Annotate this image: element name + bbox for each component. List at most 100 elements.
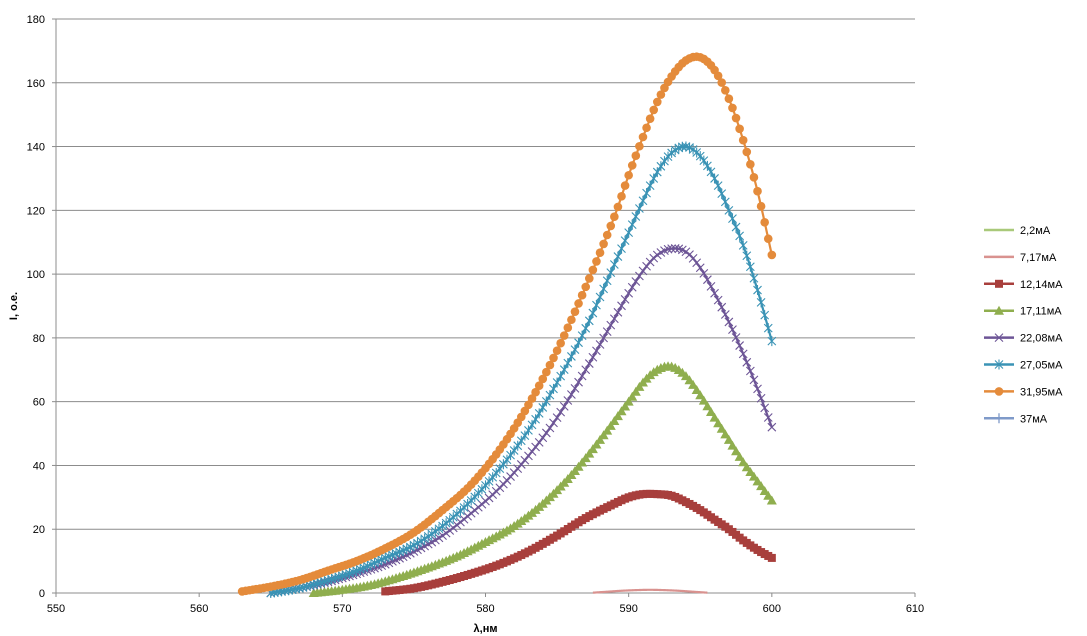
- data-point: [366, 559, 376, 570]
- legend-label: 37мА: [1020, 413, 1048, 425]
- data-point: [567, 315, 576, 325]
- data-point: [763, 323, 773, 334]
- legend-item: 31,95мА: [984, 386, 1063, 398]
- data-point: [720, 429, 731, 439]
- legend-item: 2,2мА: [984, 225, 1051, 237]
- data-point: [742, 357, 752, 367]
- data-point: [713, 418, 724, 428]
- data-point: [624, 170, 633, 180]
- legend-label: 27,05мА: [1020, 360, 1063, 372]
- data-point: [602, 230, 612, 240]
- data-point: [524, 451, 533, 461]
- data-point: [699, 268, 709, 278]
- data-point: [716, 423, 727, 433]
- data-point: [724, 94, 734, 104]
- data-point: [556, 338, 565, 348]
- data-point: [620, 235, 630, 246]
- legend-label: 31,95мА: [1020, 386, 1063, 398]
- data-point: [753, 186, 762, 196]
- data-point: [656, 90, 666, 99]
- data-point: [635, 271, 644, 281]
- data-point: [731, 446, 742, 456]
- data-point: [688, 379, 699, 389]
- data-point: [362, 561, 372, 572]
- data-point: [534, 381, 544, 390]
- data-point: [717, 188, 727, 199]
- data-point: [587, 444, 598, 454]
- data-point: [749, 273, 759, 284]
- data-point: [513, 440, 523, 451]
- data-point: [620, 401, 631, 411]
- data-point: [502, 454, 512, 465]
- data-point: [445, 526, 455, 535]
- data-point: [713, 180, 723, 191]
- data-point: [702, 401, 713, 411]
- data-point: [749, 375, 759, 385]
- data-point: [549, 353, 558, 363]
- data-point: [534, 438, 544, 447]
- y-tick-label: 20: [33, 524, 45, 536]
- data-point: [592, 300, 601, 311]
- data-point: [595, 248, 605, 258]
- data-point: [709, 412, 720, 422]
- data-point: [563, 323, 573, 333]
- data-point: [627, 282, 637, 292]
- data-point: [552, 346, 562, 355]
- data-point: [630, 386, 641, 396]
- data-point: [599, 333, 609, 343]
- data-point: [699, 155, 709, 166]
- data-point: [653, 97, 662, 107]
- y-tick-label: 120: [27, 205, 45, 217]
- series-7: [237, 52, 777, 596]
- data-point: [767, 553, 776, 562]
- data-point: [767, 422, 777, 432]
- series-4: [308, 361, 777, 597]
- data-point: [728, 213, 737, 224]
- data-point: [756, 201, 766, 211]
- data-point: [638, 266, 648, 276]
- data-point: [520, 430, 530, 441]
- data-point: [595, 434, 606, 444]
- y-tick-label: 0: [39, 588, 45, 600]
- x-axis-title: λ,нм: [474, 623, 498, 635]
- data-point: [721, 85, 730, 95]
- data-point: [631, 151, 641, 161]
- data-point: [577, 290, 587, 300]
- data-point: [509, 445, 519, 456]
- data-point: [756, 393, 766, 403]
- data-point: [663, 244, 673, 254]
- data-point: [728, 103, 737, 113]
- data-point: [599, 239, 608, 249]
- data-point: [531, 442, 540, 452]
- data-point: [660, 156, 669, 167]
- data-point: [595, 340, 605, 349]
- data-point: [631, 277, 641, 286]
- data-point: [570, 383, 580, 393]
- data-point: [756, 297, 766, 308]
- legend-item: 7,17мА: [984, 252, 1057, 264]
- data-point: [545, 360, 555, 370]
- data-point: [727, 440, 738, 450]
- data-point: [742, 147, 752, 157]
- data-point: [516, 435, 526, 446]
- data-point: [612, 411, 623, 421]
- data-point: [617, 243, 626, 254]
- data-point: [695, 151, 705, 162]
- data-point: [738, 457, 749, 467]
- data-point: [610, 212, 619, 222]
- data-point: [731, 222, 741, 233]
- data-point: [613, 307, 623, 317]
- data-point: [556, 407, 566, 417]
- y-tick-label: 80: [33, 333, 45, 345]
- data-point: [738, 240, 748, 251]
- data-point: [538, 402, 548, 413]
- data-point: [698, 395, 709, 405]
- data-point: [592, 346, 601, 356]
- data-point: [448, 523, 458, 533]
- data-point: [591, 439, 602, 449]
- data-point: [735, 230, 745, 241]
- data-point: [645, 114, 655, 123]
- y-tick-label: 160: [27, 78, 45, 90]
- data-point: [527, 419, 537, 430]
- data-point: [609, 415, 620, 425]
